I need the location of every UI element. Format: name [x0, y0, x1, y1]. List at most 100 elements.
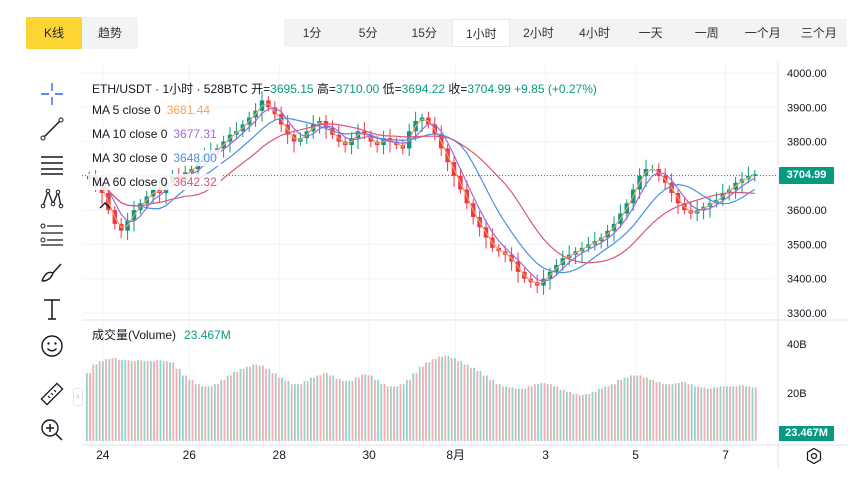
volume-bar	[198, 384, 200, 441]
interval-3mo[interactable]: 三个月	[800, 26, 837, 40]
volume-bar	[594, 391, 597, 441]
volume-bar	[729, 386, 731, 441]
volume-tick-label: 40B	[787, 339, 807, 351]
volume-bar	[610, 384, 613, 441]
horizontal-lines-icon[interactable]	[38, 150, 66, 178]
volume-bar	[364, 374, 367, 441]
interval-1h[interactable]: 1小时	[452, 19, 511, 47]
volume-bar	[754, 387, 757, 441]
volume-bar	[265, 368, 267, 441]
volume-bar	[665, 384, 667, 441]
pattern-icon[interactable]	[38, 185, 66, 213]
time-tick-label: 7	[722, 448, 729, 462]
volume-bar	[556, 386, 559, 441]
volume-bar	[98, 361, 101, 441]
volume-bar	[297, 384, 299, 441]
volume-bar	[92, 364, 95, 441]
ma5-legend[interactable]: MA 5 close 0 3681.44	[88, 102, 215, 118]
volume-bar	[175, 368, 178, 441]
interval-4h[interactable]: 4小时	[579, 26, 610, 40]
volume-bar	[146, 361, 149, 441]
volume-bar	[649, 379, 651, 441]
interval-1mo[interactable]: 一个月	[744, 26, 781, 40]
volume-bar	[287, 380, 290, 441]
volume-bar	[559, 389, 562, 441]
interval-15m[interactable]: 15分	[411, 26, 437, 40]
volume-bar	[505, 386, 507, 441]
volume-bar	[550, 384, 552, 441]
volume-bar	[674, 383, 677, 441]
crosshair-icon[interactable]	[38, 80, 66, 108]
volume-bar	[450, 357, 453, 441]
tab-trend[interactable]: 趋势	[97, 26, 122, 40]
candle	[464, 180, 470, 210]
volume-bar	[310, 377, 312, 441]
volume-bar	[393, 386, 395, 441]
volume-bar	[300, 384, 303, 441]
volume-bar	[652, 379, 655, 441]
volume-bar	[281, 377, 283, 441]
volume-bar	[130, 361, 133, 441]
volume-bar	[470, 367, 472, 441]
volume-bar	[502, 386, 504, 441]
volume-bar	[332, 375, 335, 441]
chevron-up-icon	[99, 202, 111, 209]
legend-collapse-toggle[interactable]	[93, 200, 117, 214]
volume-bar	[258, 365, 261, 441]
settings-icon[interactable]	[805, 447, 823, 465]
ma5-label: MA 5 close 0	[92, 103, 161, 117]
time-tick-label: 30	[363, 448, 377, 462]
emoji-icon[interactable]	[38, 332, 66, 360]
close-label: 收=	[448, 82, 468, 96]
volume-bar	[614, 384, 616, 441]
time-tick-label: 3	[542, 448, 549, 462]
interval-1m[interactable]: 1分	[302, 26, 322, 40]
time-tick-label: 26	[183, 448, 197, 462]
volume-bar	[233, 372, 235, 441]
volume-bar	[322, 373, 325, 441]
ma10-label: MA 10 close 0	[92, 127, 168, 141]
time-tick-label: 28	[273, 448, 287, 462]
ma-line	[88, 123, 755, 264]
brush-icon[interactable]	[38, 258, 66, 286]
volume-bar	[562, 389, 565, 441]
tab-kline[interactable]: K线	[26, 17, 82, 49]
volume-bar	[134, 361, 136, 441]
interval-1w[interactable]: 一周	[694, 26, 719, 40]
volume-bar	[575, 394, 578, 441]
trendline-icon[interactable]	[38, 115, 66, 143]
volume-bar	[114, 357, 117, 441]
volume-bar	[105, 359, 107, 441]
ruler-icon[interactable]	[38, 380, 66, 408]
toolbar-collapse-button[interactable]: ‹	[73, 388, 83, 406]
volume-bar	[242, 368, 245, 441]
volume-bar	[694, 386, 696, 441]
zoom-in-icon[interactable]	[38, 416, 66, 444]
volume-bar	[623, 377, 626, 441]
volume-bar	[681, 382, 683, 441]
symbol-label: ETH/USDT · 1小时 · 528BTC	[92, 82, 248, 96]
volume-bar	[159, 360, 162, 441]
interval-2h[interactable]: 2小时	[523, 26, 554, 40]
open-label: 开=	[251, 82, 271, 96]
ma10-value: 3677.31	[173, 127, 217, 141]
volume-bar	[418, 366, 421, 441]
volume-bar	[607, 386, 610, 441]
volume-bar	[646, 377, 648, 441]
volume-bar	[191, 379, 194, 441]
fib-icon[interactable]	[38, 220, 66, 248]
interval-1d[interactable]: 一天	[638, 26, 663, 40]
volume-bar	[143, 361, 146, 441]
text-icon[interactable]	[38, 295, 66, 323]
volume-bar	[226, 375, 229, 441]
ma60-legend[interactable]: MA 60 close 0 3642.32	[88, 174, 221, 190]
volume-bar	[524, 388, 527, 441]
volume-bar	[150, 361, 152, 441]
ohlc-legend: ETH/USDT · 1小时 · 528BTC 开=3695.15 高=3710…	[92, 80, 597, 97]
ma10-legend[interactable]: MA 10 close 0 3677.31	[88, 126, 221, 142]
volume-bar	[553, 386, 555, 441]
ma30-legend[interactable]: MA 30 close 0 3648.00	[88, 150, 221, 166]
volume-bar	[438, 356, 440, 441]
interval-5m[interactable]: 5分	[358, 26, 378, 40]
